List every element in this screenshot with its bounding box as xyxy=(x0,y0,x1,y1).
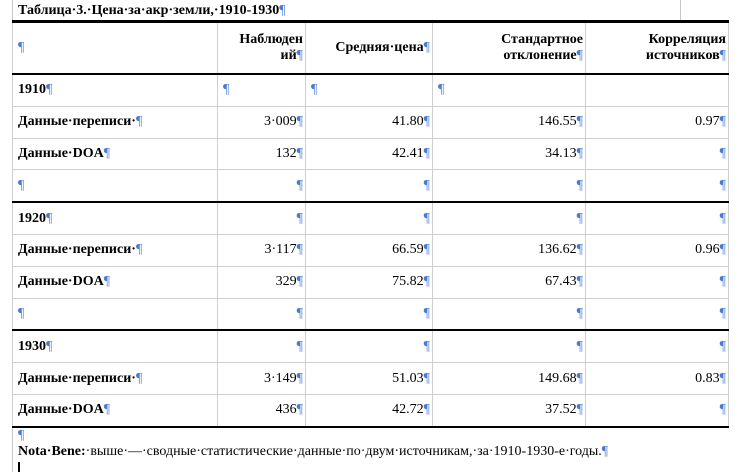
table-row: Данные·переписи·¶ 3·009¶ 41.80¶ 146.55¶ 0.97… xyxy=(12,105,729,139)
header-cell[interactable]: Стандартное отклонение¶ xyxy=(432,21,586,75)
observations-value[interactable]: 3·009¶ xyxy=(217,105,306,139)
spacer-row: ¶ ¶ ¶ ¶ ¶ xyxy=(12,297,729,331)
empty-cell[interactable]: ¶ xyxy=(585,329,729,364)
header-cell[interactable]: Корреляция источников¶ xyxy=(585,21,729,75)
empty-cell[interactable]: ¶ xyxy=(305,73,433,107)
header-cell[interactable]: Наблюден ий¶ xyxy=(217,21,306,75)
sd-value[interactable]: 146.55¶ xyxy=(432,105,586,139)
mean-value[interactable]: 42.41¶ xyxy=(305,137,433,171)
empty-cell[interactable]: ¶ xyxy=(217,201,306,235)
year-label[interactable]: 1910¶ xyxy=(12,73,218,107)
sd-value[interactable]: 136.62¶ xyxy=(432,233,586,267)
row-label[interactable]: Данные·DOA¶ xyxy=(12,265,218,299)
correlation-value[interactable]: 0.96¶ xyxy=(585,233,729,267)
observations-value[interactable]: 436¶ xyxy=(217,393,306,428)
observations-value[interactable]: 3·117¶ xyxy=(217,233,306,267)
year-label[interactable]: 1920¶ xyxy=(12,201,218,235)
empty-cell[interactable]: ¶ xyxy=(585,169,729,203)
table-row: Данные·DOA¶ 329¶ 75.82¶ 67.43¶ ¶ xyxy=(12,265,729,299)
mean-value[interactable]: 66.59¶ xyxy=(305,233,433,267)
header-cell[interactable]: Средняя·цена¶ xyxy=(305,21,433,75)
empty-cell[interactable]: ¶ xyxy=(585,201,729,235)
empty-cell[interactable]: ¶ xyxy=(217,297,306,331)
empty-cell[interactable]: ¶ xyxy=(585,297,729,331)
empty-cell[interactable]: ¶ xyxy=(305,169,433,203)
nota-bene-paragraph[interactable]: Nota·Bene:·выше·—·сводные·статистические… xyxy=(18,444,609,459)
row-label[interactable]: Данные·переписи·¶ xyxy=(12,105,218,139)
empty-cell[interactable]: ¶ xyxy=(305,297,433,331)
empty-cell[interactable] xyxy=(585,73,729,107)
year-label[interactable]: 1930¶ xyxy=(12,329,218,364)
empty-cell[interactable]: ¶ xyxy=(432,297,586,331)
empty-cell[interactable]: ¶ xyxy=(432,201,586,235)
year-row: 1910¶ ¶ ¶ ¶ xyxy=(12,73,729,107)
mean-value[interactable]: 42.72¶ xyxy=(305,393,433,428)
spacer-row: ¶ ¶ ¶ ¶ ¶ xyxy=(12,169,729,203)
text-cursor xyxy=(18,462,20,472)
row-label[interactable]: Данные·переписи·¶ xyxy=(12,362,218,395)
empty-cell[interactable]: ¶ xyxy=(432,73,586,107)
table-row: Данные·переписи·¶ 3·117¶ 66.59¶ 136.62¶ 0.96… xyxy=(12,233,729,267)
row-label[interactable]: Данные·DOA¶ xyxy=(12,137,218,171)
year-row: 1930¶ ¶ ¶ ¶ ¶ xyxy=(12,329,729,364)
mean-value[interactable]: 75.82¶ xyxy=(305,265,433,299)
observations-value[interactable]: 329¶ xyxy=(217,265,306,299)
empty-cell[interactable]: ¶ xyxy=(217,73,306,107)
table-caption[interactable]: Таблица·3.·Цена·за·акр·земли,·1910-1930¶ xyxy=(18,3,286,18)
header-row: ¶ Наблюден ий¶ Средняя·цена¶ Стандартное от… xyxy=(12,21,729,75)
sd-value[interactable]: 149.68¶ xyxy=(432,362,586,395)
empty-paragraph-mark: ¶ xyxy=(18,428,25,443)
empty-cell[interactable]: ¶ xyxy=(12,297,218,331)
page-margin-right xyxy=(680,0,681,20)
header-cell[interactable]: ¶ xyxy=(12,21,218,75)
empty-cell[interactable]: ¶ xyxy=(217,329,306,364)
row-label[interactable]: Данные·DOA¶ xyxy=(12,393,218,428)
correlation-value[interactable]: ¶ xyxy=(585,265,729,299)
table-row: Данные·DOA¶ 132¶ 42.41¶ 34.13¶ ¶ xyxy=(12,137,729,171)
correlation-value[interactable]: ¶ xyxy=(585,393,729,428)
nota-bene-text: ·выше·—·сводные·статистические·данные·по… xyxy=(85,444,602,459)
price-table[interactable]: ¶ Наблюден ий¶ Средняя·цена¶ Стандартное от… xyxy=(12,20,729,428)
empty-cell[interactable]: ¶ xyxy=(305,329,433,364)
nota-bene-label: Nota·Bene: xyxy=(18,444,86,459)
mean-value[interactable]: 41.80¶ xyxy=(305,105,433,139)
mean-value[interactable]: 51.03¶ xyxy=(305,362,433,395)
table-row: Данные·DOA¶ 436¶ 42.72¶ 37.52¶ ¶ xyxy=(12,393,729,428)
year-row: 1920¶ ¶ ¶ ¶ ¶ xyxy=(12,201,729,235)
observations-value[interactable]: 3·149¶ xyxy=(217,362,306,395)
empty-cell[interactable]: ¶ xyxy=(12,169,218,203)
empty-cell[interactable]: ¶ xyxy=(305,201,433,235)
correlation-value[interactable]: ¶ xyxy=(585,137,729,171)
observations-value[interactable]: 132¶ xyxy=(217,137,306,171)
empty-cell[interactable]: ¶ xyxy=(432,329,586,364)
sd-value[interactable]: 34.13¶ xyxy=(432,137,586,171)
table-row: Данные·переписи·¶ 3·149¶ 51.03¶ 149.68¶ 0.83… xyxy=(12,362,729,395)
empty-cell[interactable]: ¶ xyxy=(432,169,586,203)
correlation-value[interactable]: 0.97¶ xyxy=(585,105,729,139)
empty-cell[interactable]: ¶ xyxy=(217,169,306,203)
row-label[interactable]: Данные·переписи·¶ xyxy=(12,233,218,267)
table-right-edge xyxy=(728,20,729,424)
sd-value[interactable]: 67.43¶ xyxy=(432,265,586,299)
correlation-value[interactable]: 0.83¶ xyxy=(585,362,729,395)
sd-value[interactable]: 37.52¶ xyxy=(432,393,586,428)
